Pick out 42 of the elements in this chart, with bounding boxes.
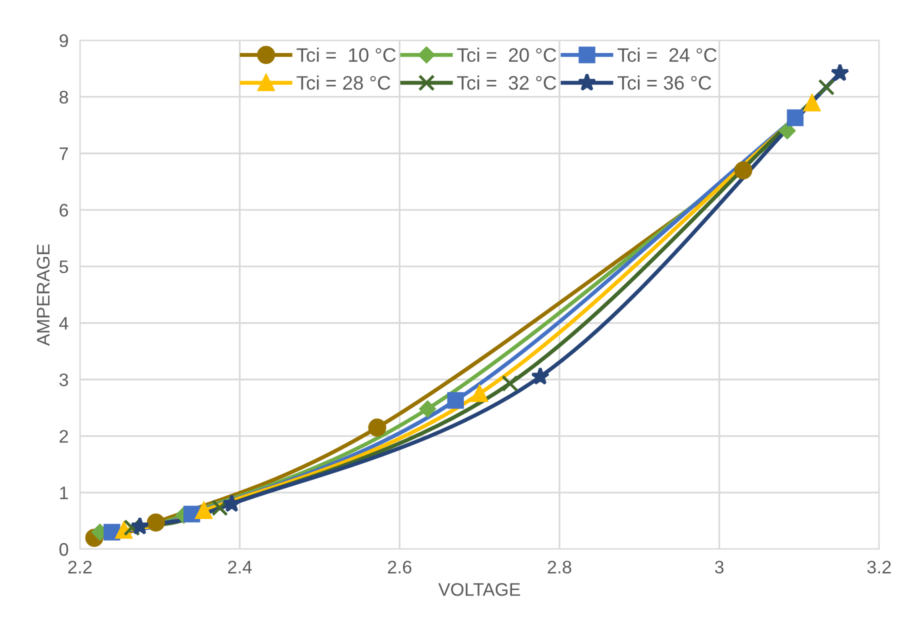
point (830, 63, 850, 82)
point (368, 418, 386, 437)
y-tick-label: 9 (60, 34, 68, 48)
legend-label: Tci = 20 °C (457, 48, 556, 62)
point (734, 161, 752, 180)
point (222, 494, 242, 512)
y-tick-label: 4 (59, 317, 68, 330)
x-tick-label: 2.6 (388, 560, 412, 574)
point (786, 109, 804, 126)
y-tick-label: 5 (59, 260, 68, 274)
point (471, 385, 488, 402)
y-tick-label: 1 (60, 486, 68, 500)
point (530, 366, 550, 385)
x-axis-title: VOLTAGE (438, 583, 520, 596)
point (447, 392, 464, 409)
x-tick-label: 2.4 (228, 560, 252, 574)
point (146, 514, 165, 532)
legend-label: Tci = 24 °C (618, 48, 717, 62)
y-tick-label: 0 (59, 543, 68, 556)
point (419, 400, 436, 418)
point (502, 375, 518, 392)
point (130, 516, 150, 535)
point (124, 519, 140, 536)
legend-label: Tci = 28 °C (296, 75, 390, 90)
legend-label: Tci = 32 °C (457, 75, 556, 90)
point (778, 122, 796, 140)
x-tick-label: 2.2 (68, 560, 92, 574)
legend-label: Tci = 36 °C (618, 75, 712, 90)
point (211, 500, 228, 516)
y-tick-label: 3 (59, 373, 68, 386)
y-tick-label: 2 (60, 430, 68, 443)
y-tick-label: 6 (60, 204, 68, 217)
point (195, 502, 212, 520)
x-tick-label: 3 (714, 560, 724, 574)
point (804, 94, 820, 112)
x-tick-label: 3.2 (867, 560, 891, 574)
x-tick-label: 2.8 (548, 560, 572, 574)
y-tick-label: 8 (60, 90, 68, 104)
point (818, 78, 835, 96)
y-tick-label: 7 (60, 148, 68, 160)
y-axis-title: AMPERAGE (36, 244, 50, 346)
legend-label: Tci = 10 °C (296, 48, 396, 62)
